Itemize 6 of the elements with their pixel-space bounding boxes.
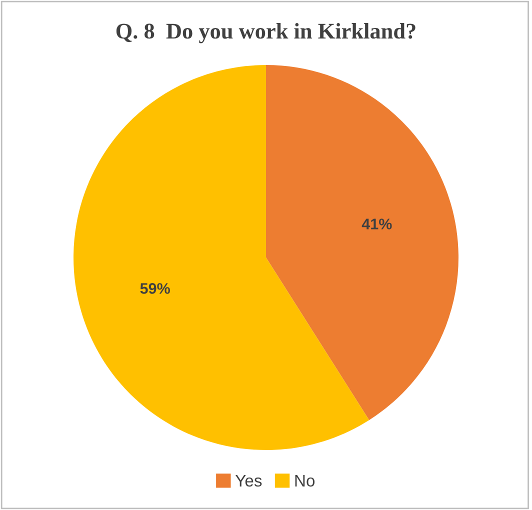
chart-title: Q. 8 Do you work in Kirkland? [116, 23, 416, 44]
data-label: 59% [140, 283, 170, 294]
pie-slice [266, 65, 458, 420]
data-label: 41% [362, 218, 392, 230]
legend-label: No [295, 474, 315, 487]
legend-label: Yes [235, 474, 262, 487]
